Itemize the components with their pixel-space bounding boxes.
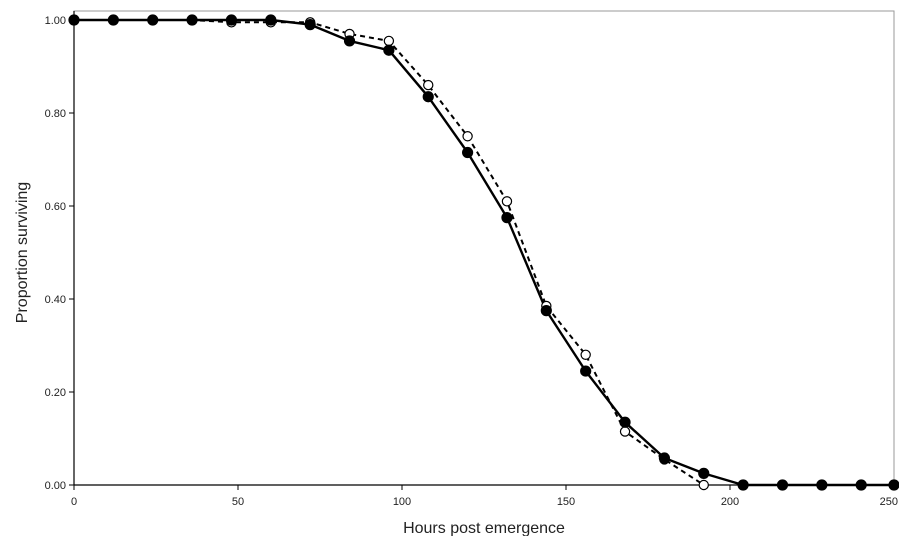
series-2-point [619, 416, 631, 428]
series-2-point [698, 467, 710, 479]
x-tick-label: 100 [393, 496, 411, 508]
series-2-point [107, 14, 119, 26]
plot-frame [73, 10, 895, 486]
y-tick-label: 1.00 [45, 15, 66, 27]
series-2-point [186, 14, 198, 26]
series-2-point [225, 14, 238, 26]
x-tick-label: 0 [71, 496, 77, 508]
series-2-point [888, 479, 899, 491]
series-2-point [383, 44, 395, 56]
y-axis-title: Proportion surviving [14, 182, 31, 323]
series-2-point [462, 146, 474, 159]
y-tick-label: 0.20 [45, 387, 66, 399]
series-2-point [658, 452, 671, 464]
series-layer [68, 14, 899, 491]
series-2-point [343, 35, 356, 47]
x-axis-title: Hours post emergence [403, 520, 565, 536]
x-tick-label: 50 [232, 496, 244, 508]
y-tick-label: 0.40 [45, 294, 66, 306]
series-2-point [855, 479, 867, 491]
series-2-point [501, 212, 513, 224]
series-2-point [304, 19, 316, 31]
series-2-point [422, 91, 434, 103]
x-tick-label: 200 [721, 496, 739, 508]
series-2-line [74, 18, 894, 487]
series-1-point [619, 426, 631, 437]
series-1-point [383, 35, 395, 47]
series-1-point [423, 79, 434, 91]
series-2-point [265, 14, 277, 26]
y-tick-label: 0.00 [45, 480, 66, 492]
x-tick-label: 250 [880, 496, 898, 508]
series-1-point [501, 196, 513, 207]
series-2-point [580, 365, 592, 377]
series-1-line [74, 19, 705, 486]
y-tick-label: 0.60 [45, 201, 66, 213]
series-2-point [147, 14, 159, 26]
x-tick-label: 150 [557, 496, 575, 508]
series-2-point [68, 14, 80, 26]
y-tick-label: 0.80 [45, 108, 66, 120]
series-2-point [540, 305, 552, 317]
series-1-point [580, 349, 591, 360]
axes: 0.00 0.20 0.40 0.60 0.80 1.00 0 50 100 150 200 250 [45, 11, 898, 508]
series-1-point [462, 131, 473, 142]
series-2-point [776, 479, 789, 491]
series-2-point [737, 479, 749, 491]
series-2-point [816, 479, 828, 491]
series-1-point [698, 479, 709, 491]
